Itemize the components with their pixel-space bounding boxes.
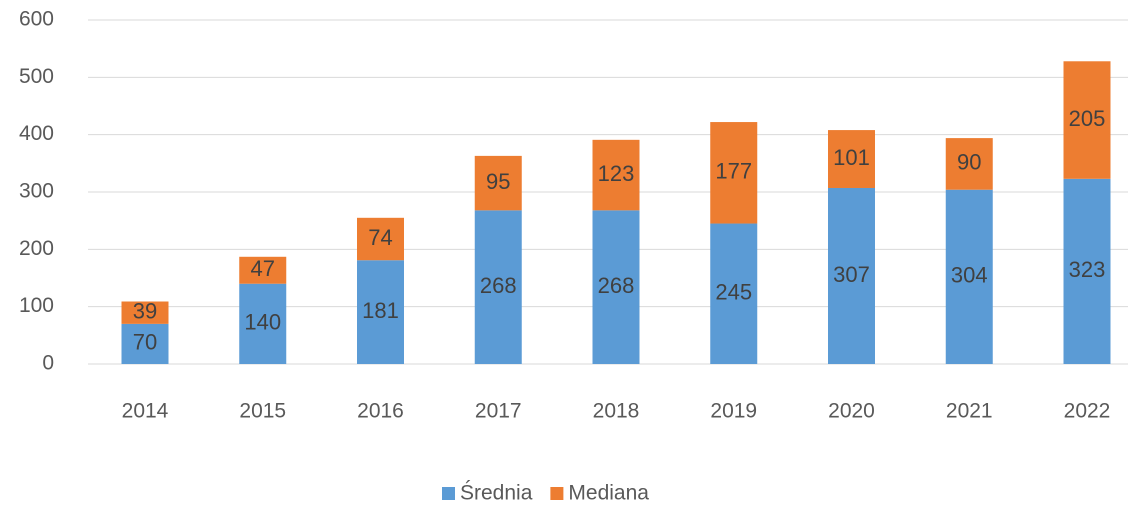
data-label: 123 — [598, 161, 635, 186]
y-tick-label: 200 — [19, 237, 54, 260]
bar-segment — [239, 256, 287, 284]
y-tick-label: 500 — [19, 65, 54, 88]
bar-segment — [710, 122, 758, 224]
x-tick-label: 2017 — [475, 400, 522, 423]
x-tick-label: 2022 — [1064, 400, 1111, 423]
bar-segment — [592, 139, 640, 211]
bar-segment — [592, 210, 640, 364]
data-label: 70 — [133, 330, 157, 355]
y-tick-label: 100 — [19, 294, 54, 317]
bar-segment — [121, 323, 169, 364]
bar-segment — [710, 223, 758, 364]
bar-segment — [357, 260, 404, 364]
data-label: 95 — [486, 169, 510, 194]
data-label: 268 — [480, 273, 517, 298]
data-label: 205 — [1069, 106, 1106, 131]
bar-segment — [945, 189, 993, 364]
data-label: 90 — [957, 150, 981, 175]
data-label: 74 — [368, 225, 392, 250]
legend-label: Średnia — [460, 481, 533, 505]
legend-swatch — [550, 487, 564, 500]
data-label: 177 — [715, 159, 752, 184]
bar-segment — [121, 301, 169, 324]
y-tick-label: 400 — [19, 122, 54, 145]
bar-segment — [1063, 178, 1111, 364]
data-label: 39 — [133, 298, 157, 323]
x-tick-label: 2016 — [357, 400, 404, 423]
data-label: 268 — [598, 273, 635, 298]
data-label: 307 — [833, 262, 870, 287]
data-label: 181 — [362, 298, 399, 323]
y-tick-label: 600 — [19, 8, 54, 31]
data-label: 304 — [951, 263, 988, 288]
data-label: 101 — [833, 145, 870, 170]
bar-segment — [828, 187, 875, 364]
y-tick-label: 300 — [19, 180, 54, 203]
data-label: 47 — [251, 256, 275, 281]
bar-segment — [474, 155, 522, 211]
x-tick-label: 2020 — [828, 400, 875, 423]
x-tick-label: 2014 — [122, 400, 169, 423]
legend-label: Mediana — [568, 482, 649, 505]
x-tick-label: 2021 — [946, 400, 993, 423]
data-label: 245 — [715, 280, 752, 305]
bar-segment — [357, 217, 404, 261]
bar-segment — [945, 138, 993, 190]
legend-swatch — [442, 487, 455, 500]
x-tick-label: 2015 — [239, 400, 286, 423]
data-label: 140 — [244, 310, 281, 335]
y-tick-label: 0 — [42, 352, 54, 375]
bar-segment — [474, 210, 522, 364]
data-label: 323 — [1069, 257, 1106, 282]
bar-segment — [828, 130, 875, 188]
bar-segment — [239, 283, 287, 364]
x-tick-label: 2018 — [593, 400, 640, 423]
x-tick-label: 2019 — [710, 400, 757, 423]
bar-segment — [1063, 61, 1111, 179]
